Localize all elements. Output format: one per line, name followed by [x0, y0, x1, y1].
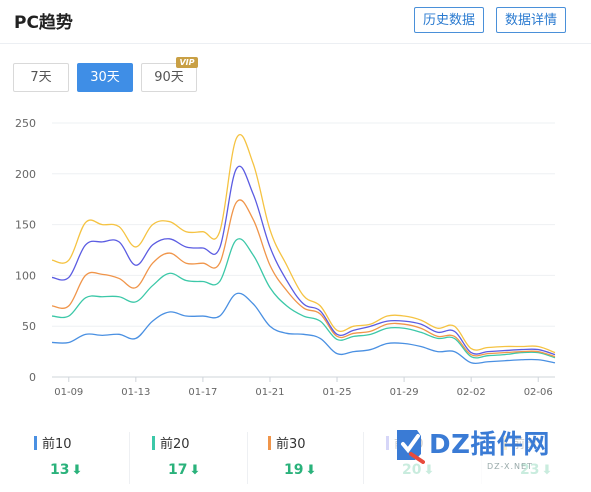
legend-label: 前10 [42, 437, 72, 452]
y-tick-label: 100 [15, 269, 36, 282]
legend-item: 前10 [34, 433, 72, 452]
y-tick-label: 50 [22, 320, 36, 333]
legend-value-number: 13 [50, 462, 70, 478]
page-title: PC趋势 [14, 13, 73, 33]
legend-value: 17 ⬇ [168, 462, 200, 478]
x-tick-label: 01-09 [54, 387, 83, 398]
legend-item: 前20 [152, 433, 190, 452]
x-tick-label: 01-29 [390, 387, 419, 398]
dz-logo-icon [397, 430, 425, 464]
trend-line-chart: 0 50 100 150 200 250 01-09 01-13 01-17 01-21 01-25… [15, 117, 556, 398]
y-tick-label: 150 [15, 219, 36, 232]
legend-color-bar [152, 436, 155, 450]
range-30d-button[interactable]: 30天 [77, 63, 133, 92]
vip-badge: VIP [176, 57, 198, 68]
x-tick-label: 02-02 [457, 387, 486, 398]
y-tick-label: 200 [15, 168, 36, 181]
history-data-button[interactable]: 历史数据 [414, 7, 485, 33]
legend-value-number: 19 [284, 462, 304, 478]
data-detail-button[interactable]: 数据详情 [496, 7, 567, 33]
watermark-text: DZ插件网 [429, 430, 550, 460]
watermark-subtext: DZ-X.NET [487, 462, 533, 471]
series-line-3 [51, 199, 556, 358]
legend-separator [363, 432, 364, 484]
series-line-2 [51, 238, 556, 359]
legend-label: 前20 [160, 437, 190, 452]
legend-separator [129, 432, 130, 484]
legend-label: 前30 [276, 437, 306, 452]
x-tick-label: 01-25 [323, 387, 352, 398]
down-arrow-icon: ⬇ [71, 463, 83, 478]
down-arrow-icon: ⬇ [189, 463, 201, 478]
legend-color-bar [268, 436, 271, 450]
series-line-5 [51, 134, 556, 354]
x-tick-label: 02-06 [524, 387, 553, 398]
legend-value: 13 ⬇ [50, 462, 82, 478]
x-tick-label: 01-13 [121, 387, 150, 398]
down-arrow-icon: ⬇ [305, 463, 317, 478]
y-tick-label: 250 [15, 117, 36, 130]
x-tick-label: 01-17 [188, 387, 217, 398]
header-divider [0, 43, 591, 44]
watermark: DZ插件网 DZ-X.NET [383, 418, 579, 486]
range-7d-button[interactable]: 7天 [13, 63, 69, 92]
legend-item: 前30 [268, 433, 306, 452]
series-line-1 [51, 292, 556, 365]
legend-separator [247, 432, 248, 484]
legend-color-bar [34, 436, 37, 450]
legend-value: 19 ⬇ [284, 462, 316, 478]
series-line-4 [51, 165, 556, 356]
legend-value-number: 17 [168, 462, 188, 478]
y-tick-label: 0 [29, 371, 36, 384]
x-tick-label: 01-21 [255, 387, 284, 398]
